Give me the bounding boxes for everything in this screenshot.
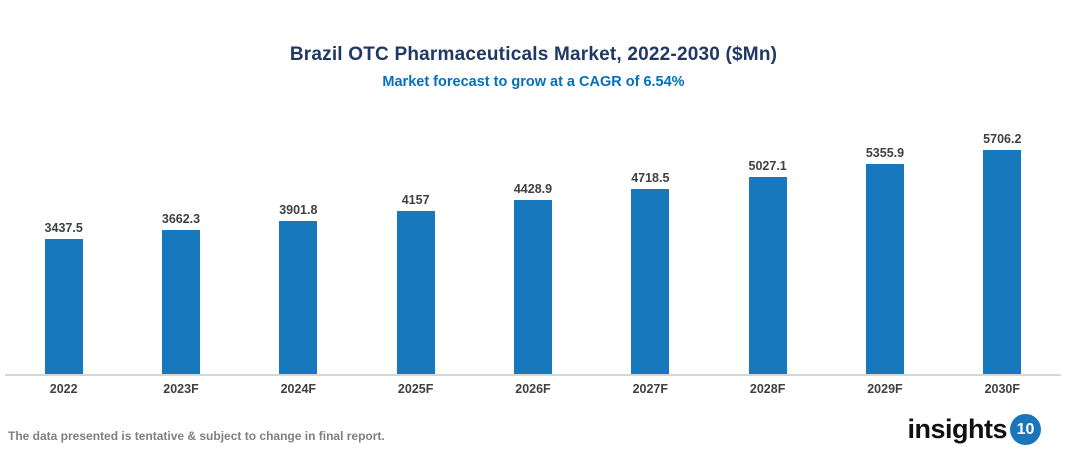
x-tick-label: 2025F bbox=[397, 382, 434, 396]
bar-value-label: 3901.8 bbox=[279, 203, 318, 217]
bar bbox=[161, 230, 200, 374]
logo-badge-circle: 10 bbox=[1010, 414, 1041, 445]
bar-value-label: 4428.9 bbox=[513, 182, 553, 196]
bar-value-label: 5355.9 bbox=[865, 146, 905, 160]
bar bbox=[631, 189, 670, 374]
x-tick-label: 2022 bbox=[49, 382, 78, 396]
bar-column: 4428.9 bbox=[474, 128, 591, 374]
bar-value-label: 4157 bbox=[401, 193, 430, 207]
chart-title: Brazil OTC Pharmaceuticals Market, 2022-… bbox=[289, 44, 778, 65]
bar-value-label: 5706.2 bbox=[983, 132, 1022, 146]
insights10-logo: insights 10 bbox=[907, 414, 1041, 445]
chart-subtitle: Market forecast to grow at a CAGR of 6.5… bbox=[382, 74, 685, 90]
bar-column: 3662.3 bbox=[122, 128, 239, 374]
bar bbox=[513, 200, 552, 374]
bar-column: 4718.5 bbox=[592, 128, 709, 374]
bar bbox=[865, 164, 904, 374]
bar bbox=[44, 239, 83, 374]
x-tick-label: 2023F bbox=[163, 382, 199, 396]
x-tick-label: 2028F bbox=[749, 382, 786, 396]
bar-column: 4157 bbox=[357, 128, 474, 374]
x-tick-label: 2027F bbox=[632, 382, 669, 396]
bar bbox=[748, 177, 787, 374]
bar-value-label: 5027.1 bbox=[748, 159, 787, 173]
bar-chart: 3437.5 3662.3 3901.8 4157 4428.9 4718.5 5027.1… bbox=[5, 128, 1061, 396]
bar-value-label: 4718.5 bbox=[631, 171, 670, 185]
bar-column: 3901.8 bbox=[240, 128, 357, 374]
x-axis-line bbox=[5, 374, 1061, 376]
disclaimer-text: The data presented is tentative & subjec… bbox=[8, 429, 385, 443]
x-tick-label: 2026F bbox=[515, 382, 551, 396]
logo-text: insights bbox=[907, 414, 1007, 444]
x-tick-label: 2030F bbox=[984, 382, 1021, 396]
bars-area: 3437.5 3662.3 3901.8 4157 4428.9 4718.5 5027.1… bbox=[5, 128, 1061, 374]
bar-value-label: 3437.5 bbox=[44, 221, 83, 235]
bar-column: 5027.1 bbox=[709, 128, 826, 374]
bar bbox=[983, 150, 1022, 374]
x-tick-label: 2029F bbox=[867, 382, 903, 396]
x-tick-label: 2024F bbox=[280, 382, 317, 396]
bar bbox=[279, 221, 318, 374]
x-axis-labels: 2022 2023F 2024F 2025F 2026F 2027F 2028F 2029F 2… bbox=[5, 376, 1061, 396]
bar-column: 5355.9 bbox=[826, 128, 943, 374]
bar-column: 3437.5 bbox=[5, 128, 122, 374]
bar bbox=[396, 211, 435, 374]
bar-column: 5706.2 bbox=[944, 128, 1061, 374]
bar-value-label: 3662.3 bbox=[161, 212, 201, 226]
